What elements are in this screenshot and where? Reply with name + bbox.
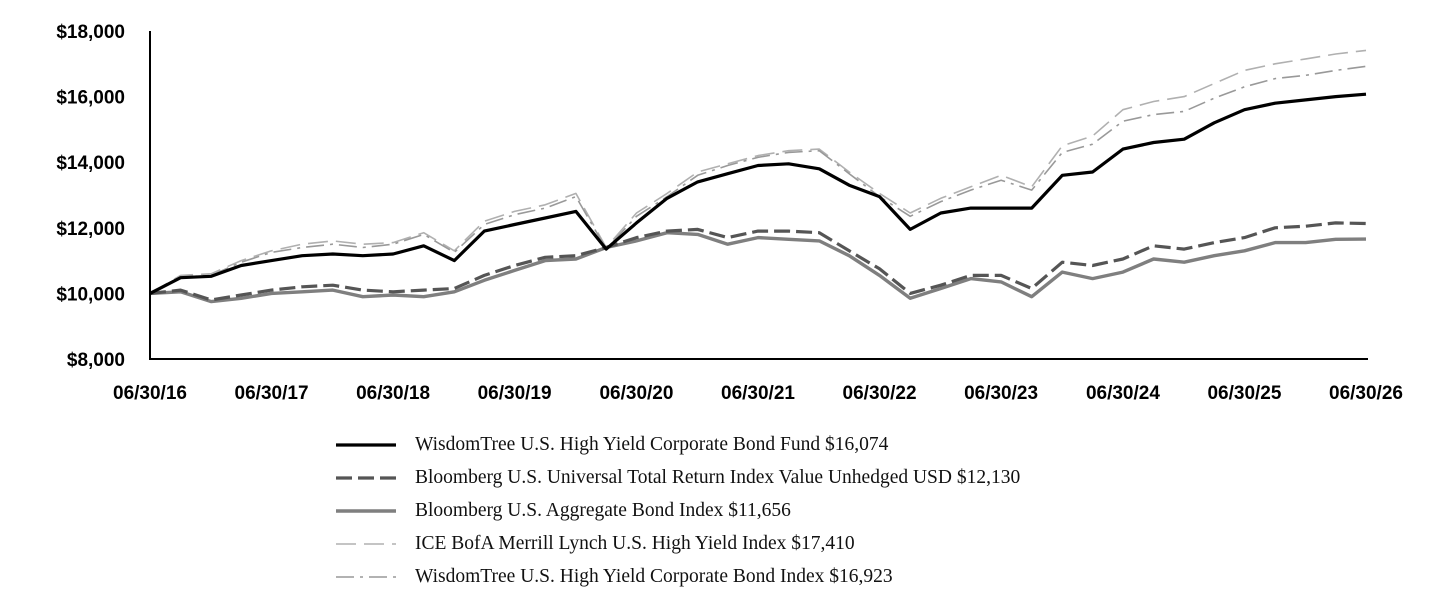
x-tick-label: 06/30/18 xyxy=(356,383,430,404)
y-tick-label: $8,000 xyxy=(67,350,125,371)
legend-label: ICE BofA Merrill Lynch U.S. High Yield I… xyxy=(415,532,855,554)
y-tick-label: $16,000 xyxy=(56,88,125,109)
legend-swatch xyxy=(336,542,396,545)
x-tick-label: 06/30/22 xyxy=(843,383,917,404)
legend-swatch xyxy=(336,442,396,447)
y-tick-label: $18,000 xyxy=(56,22,125,43)
legend-item: Bloomberg U.S. Aggregate Bond Index $11,… xyxy=(336,494,1236,527)
y-axis-ticks: $8,000 $10,000 $12,000 $14,000 $16,000 $18,00… xyxy=(56,22,125,371)
y-tick-label: $12,000 xyxy=(56,219,125,240)
legend-label: Bloomberg U.S. Universal Total Return In… xyxy=(415,466,1021,488)
x-tick-label: 06/30/16 xyxy=(113,383,187,404)
legend-item: WisdomTree U.S. High Yield Corporate Bon… xyxy=(336,560,1236,593)
legend-swatch xyxy=(336,508,396,513)
legend-item: WisdomTree U.S. High Yield Corporate Bon… xyxy=(336,428,1236,461)
series-line-4 xyxy=(149,65,1367,295)
legend-swatch xyxy=(336,475,396,480)
series-line-1 xyxy=(149,221,1367,302)
legend-swatch xyxy=(336,575,396,578)
x-tick-label: 06/30/17 xyxy=(235,383,309,404)
legend-item: ICE BofA Merrill Lynch U.S. High Yield I… xyxy=(336,527,1236,560)
legend-label: WisdomTree U.S. High Yield Corporate Bon… xyxy=(415,565,893,587)
x-tick-label: 06/30/21 xyxy=(721,383,795,404)
legend-item: Bloomberg U.S. Universal Total Return In… xyxy=(336,461,1236,494)
series-line-2 xyxy=(149,230,1367,304)
x-tick-label: 06/30/19 xyxy=(478,383,552,404)
y-tick-label: $14,000 xyxy=(56,153,125,174)
x-tick-label: 06/30/20 xyxy=(599,383,673,404)
series-line-3 xyxy=(149,49,1367,295)
chart-legend: WisdomTree U.S. High Yield Corporate Bon… xyxy=(336,428,1236,593)
x-tick-label: 06/30/24 xyxy=(1086,383,1160,404)
y-tick-label: $10,000 xyxy=(56,284,125,305)
x-tick-label: 06/30/26 xyxy=(1329,383,1403,404)
legend-label: WisdomTree U.S. High Yield Corporate Bon… xyxy=(415,433,889,455)
x-tick-label: 06/30/23 xyxy=(964,383,1038,404)
series-line-0 xyxy=(149,92,1367,295)
x-axis-ticks: 06/30/16 06/30/17 06/30/18 06/30/19 06/30/20… xyxy=(113,383,1403,404)
series-lines xyxy=(149,49,1367,304)
legend-label: Bloomberg U.S. Aggregate Bond Index $11,… xyxy=(415,499,791,521)
x-tick-label: 06/30/25 xyxy=(1207,383,1281,404)
